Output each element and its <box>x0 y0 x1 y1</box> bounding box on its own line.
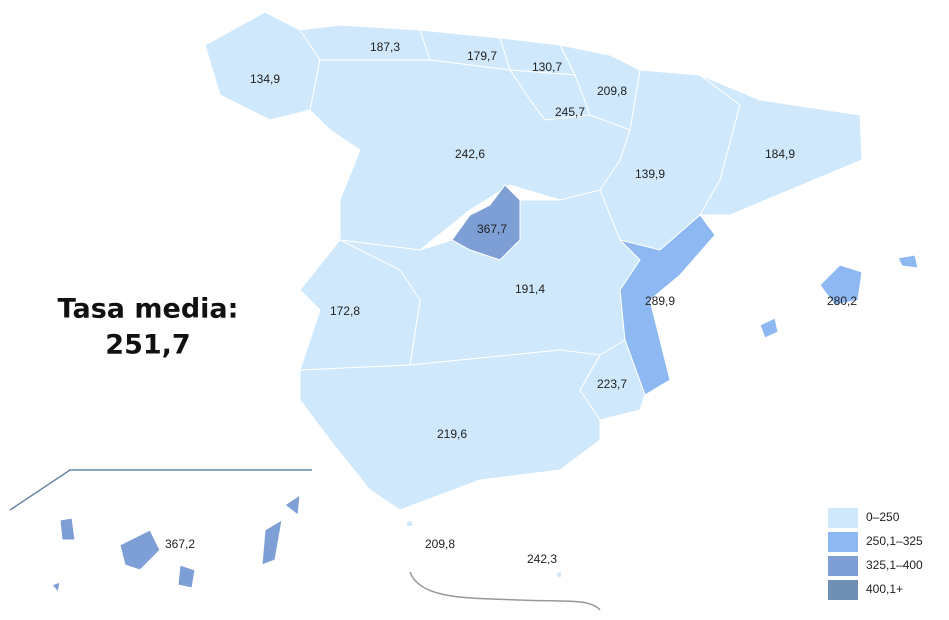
region-label: 242,3 <box>527 552 557 566</box>
legend-label: 250,1–325 <box>866 534 923 548</box>
region-label: 139,9 <box>635 167 665 181</box>
region <box>177 564 196 589</box>
region-label: 280,2 <box>827 294 857 308</box>
region <box>59 517 76 541</box>
region-label: 245,7 <box>555 105 585 119</box>
regions <box>51 11 919 594</box>
region <box>897 254 919 269</box>
region <box>204 11 321 121</box>
region-label: 187,3 <box>370 40 400 54</box>
region <box>51 581 61 594</box>
region <box>555 570 563 579</box>
region-label: 209,8 <box>597 84 627 98</box>
inset-frame <box>9 469 312 511</box>
region <box>119 529 161 571</box>
region <box>299 239 421 371</box>
legend-swatch <box>828 532 858 552</box>
region-label: 219,6 <box>437 427 467 441</box>
region-label: 367,7 <box>477 222 507 236</box>
region-label: 209,8 <box>425 537 455 551</box>
legend-label: 325,1–400 <box>866 558 923 572</box>
region <box>699 74 863 216</box>
region <box>405 519 414 528</box>
region-label: 242,6 <box>455 147 485 161</box>
summary-value: 251,7 <box>105 330 190 361</box>
region <box>284 493 301 516</box>
region <box>299 24 431 61</box>
region-label: 184,9 <box>765 147 795 161</box>
region <box>299 349 601 511</box>
region <box>759 317 779 339</box>
region <box>819 264 863 306</box>
region-label: 179,7 <box>467 49 497 63</box>
legend-swatch <box>828 556 858 576</box>
region <box>618 214 716 396</box>
region-label: 130,7 <box>532 60 562 74</box>
region-label: 367,2 <box>165 537 195 551</box>
region-label: 191,4 <box>515 282 545 296</box>
legend-swatch <box>828 580 858 600</box>
region-label: 172,8 <box>330 304 360 318</box>
region-labels: 134,9 187,3 179,7 130,7 209,8 245,7 139,9 184,9… <box>165 40 857 566</box>
coastline <box>409 571 601 611</box>
legend-label: 0–250 <box>866 510 900 524</box>
legend: 0–250 250,1–325 325,1–400 400,1+ <box>828 508 923 600</box>
region-label: 223,7 <box>597 377 627 391</box>
legend-swatch <box>828 508 858 528</box>
legend-label: 400,1+ <box>866 582 903 596</box>
region <box>261 519 283 566</box>
region-label: 134,9 <box>250 72 280 86</box>
region-label: 289,9 <box>645 294 675 308</box>
summary-label: Tasa media: <box>58 294 239 325</box>
